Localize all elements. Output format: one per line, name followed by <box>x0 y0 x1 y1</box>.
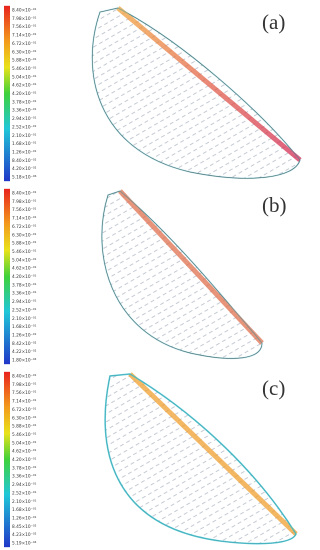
colorbar-label: 6.72×10⁻⁰¹ <box>12 224 37 230</box>
colorbar-label: 1.68×10⁻⁰¹ <box>12 141 37 147</box>
colorbar-label: 8.42×10⁻⁰² <box>12 341 37 347</box>
colorbar-label: 6.30×10⁻⁰¹ <box>12 49 37 55</box>
colorbar-label: 5.46×10⁻⁰¹ <box>12 432 37 438</box>
colorbar-label: 6.30×10⁻⁰¹ <box>12 232 37 238</box>
colorbar-label: 1.80×10⁻⁰⁴ <box>12 358 37 364</box>
colorbar-label: 4.62×10⁻⁰¹ <box>12 449 37 455</box>
colorbar-label: 6.72×10⁻⁰¹ <box>12 41 37 47</box>
domain-fill <box>101 191 262 359</box>
colorbar-label: 5.46×10⁻⁰¹ <box>12 249 37 255</box>
colorbar-label: 5.88×10⁻⁰¹ <box>12 424 37 430</box>
colorbar-label: 3.36×10⁻⁰¹ <box>12 108 37 114</box>
colorbar-label: 7.98×10⁻⁰¹ <box>12 382 37 388</box>
velocity-streak <box>118 189 264 345</box>
colorbar <box>4 5 10 182</box>
colorbar-label: 7.98×10⁻⁰¹ <box>12 16 37 22</box>
colorbar-label: 5.88×10⁻⁰¹ <box>12 241 37 247</box>
colorbar-label: 4.20×10⁻⁰¹ <box>12 91 37 97</box>
colorbar-label: 2.10×10⁻⁰¹ <box>12 499 37 505</box>
colorbar-label: 3.36×10⁻⁰¹ <box>12 291 37 297</box>
colorbar-label: 7.14×10⁻⁰¹ <box>12 216 37 222</box>
velocity-edge <box>104 373 297 545</box>
colorbar-label: 8.40×10⁻⁰¹ <box>12 8 37 14</box>
colorbar-label: 1.26×10⁻⁰¹ <box>12 515 37 521</box>
panel: 8.40×10⁻⁰¹ 7.98×10⁻⁰¹ 7.56×10⁻⁰¹ 7.14×10⁻⁰¹… <box>4 188 287 365</box>
colorbar-label: 4.22×10⁻⁰² <box>12 349 37 355</box>
colorbar-label: 2.52×10⁻⁰¹ <box>12 124 37 130</box>
colorbar-label: 5.04×10⁻⁰¹ <box>12 74 37 80</box>
colorbar-label: 7.56×10⁻⁰¹ <box>12 207 37 213</box>
colorbar-label: 5.04×10⁻⁰¹ <box>12 257 37 263</box>
colorbar-label: 2.94×10⁻⁰¹ <box>12 299 37 305</box>
colorbar-label: 4.20×10⁻⁰¹ <box>12 457 37 463</box>
colorbar-label: 7.98×10⁻⁰¹ <box>12 199 37 205</box>
panel-label: (c) <box>262 376 285 400</box>
colorbar-label: 8.40×10⁻⁰² <box>12 158 37 164</box>
colorbar-label: 5.18×10⁻⁰⁶ <box>12 175 37 181</box>
colorbar-label: 3.78×10⁻⁰¹ <box>12 282 37 288</box>
colorbar-label: 4.62×10⁻⁰¹ <box>12 266 37 272</box>
colorbar-label: 3.78×10⁻⁰¹ <box>12 465 37 471</box>
colorbar-label: 4.62×10⁻⁰¹ <box>12 83 37 89</box>
colorbar-label: 1.68×10⁻⁰¹ <box>12 324 37 330</box>
colorbar-label: 1.26×10⁻⁰¹ <box>12 332 37 338</box>
colorbar-label: 4.20×10⁻⁰¹ <box>12 274 37 280</box>
colorbar-label: 3.78×10⁻⁰¹ <box>12 99 37 105</box>
velocity-streak <box>128 372 298 536</box>
colorbar-label: 8.45×10⁻⁰² <box>12 524 37 530</box>
colorbar-label: 2.94×10⁻⁰¹ <box>12 116 37 122</box>
panel: 8.40×10⁻⁰¹ 7.98×10⁻⁰¹ 7.56×10⁻⁰¹ 7.14×10⁻⁰¹… <box>4 371 298 548</box>
panel: 8.40×10⁻⁰¹ 7.98×10⁻⁰¹ 7.56×10⁻⁰¹ 7.14×10⁻⁰¹… <box>4 5 302 182</box>
domain-outline <box>101 190 263 359</box>
colorbar-label: 4.23×10⁻⁰² <box>12 532 37 538</box>
colorbar-label: 6.30×10⁻⁰¹ <box>12 415 37 421</box>
colorbar-label: 2.52×10⁻⁰¹ <box>12 490 37 496</box>
colorbar-label: 6.72×10⁻⁰¹ <box>12 407 37 413</box>
panel-label: (b) <box>262 193 287 217</box>
colorbar-label: 5.46×10⁻⁰¹ <box>12 66 37 72</box>
domain-fill <box>105 374 296 544</box>
figure: 8.40×10⁻⁰¹ 7.98×10⁻⁰¹ 7.56×10⁻⁰¹ 7.14×10⁻⁰¹… <box>4 5 302 548</box>
colorbar-label: 2.10×10⁻⁰¹ <box>12 316 37 322</box>
colorbar-label: 2.52×10⁻⁰¹ <box>12 307 37 313</box>
colorbar-label: 8.40×10⁻⁰¹ <box>12 191 37 197</box>
colorbar <box>4 188 10 365</box>
colorbar-label: 2.94×10⁻⁰¹ <box>12 482 37 488</box>
velocity-edge <box>101 190 263 360</box>
colorbar-label: 4.20×10⁻⁰² <box>12 166 37 172</box>
domain-outline <box>91 7 301 179</box>
velocity-streak <box>116 6 302 162</box>
colorbar-label: 1.68×10⁻⁰¹ <box>12 507 37 513</box>
colorbar <box>4 371 10 548</box>
colorbar-label: 7.14×10⁻⁰¹ <box>12 399 37 405</box>
velocity-edge <box>91 7 301 180</box>
colorbar-label: 7.56×10⁻⁰¹ <box>12 24 37 30</box>
colorbar-label: 7.56×10⁻⁰¹ <box>12 390 37 396</box>
colorbar-label: 1.26×10⁻⁰¹ <box>12 149 37 155</box>
colorbar-label: 3.36×10⁻⁰¹ <box>12 474 37 480</box>
colorbar-label: 5.04×10⁻⁰¹ <box>12 440 37 446</box>
colorbar-label: 5.88×10⁻⁰¹ <box>12 58 37 64</box>
colorbar-label: 5.19×10⁻⁰⁴ <box>12 541 37 547</box>
colorbar-label: 8.40×10⁻⁰¹ <box>12 374 37 380</box>
colorbar-label: 7.14×10⁻⁰¹ <box>12 33 37 39</box>
colorbar-label: 2.10×10⁻⁰¹ <box>12 133 37 139</box>
panel-label: (a) <box>262 10 285 34</box>
domain-fill <box>92 8 300 179</box>
